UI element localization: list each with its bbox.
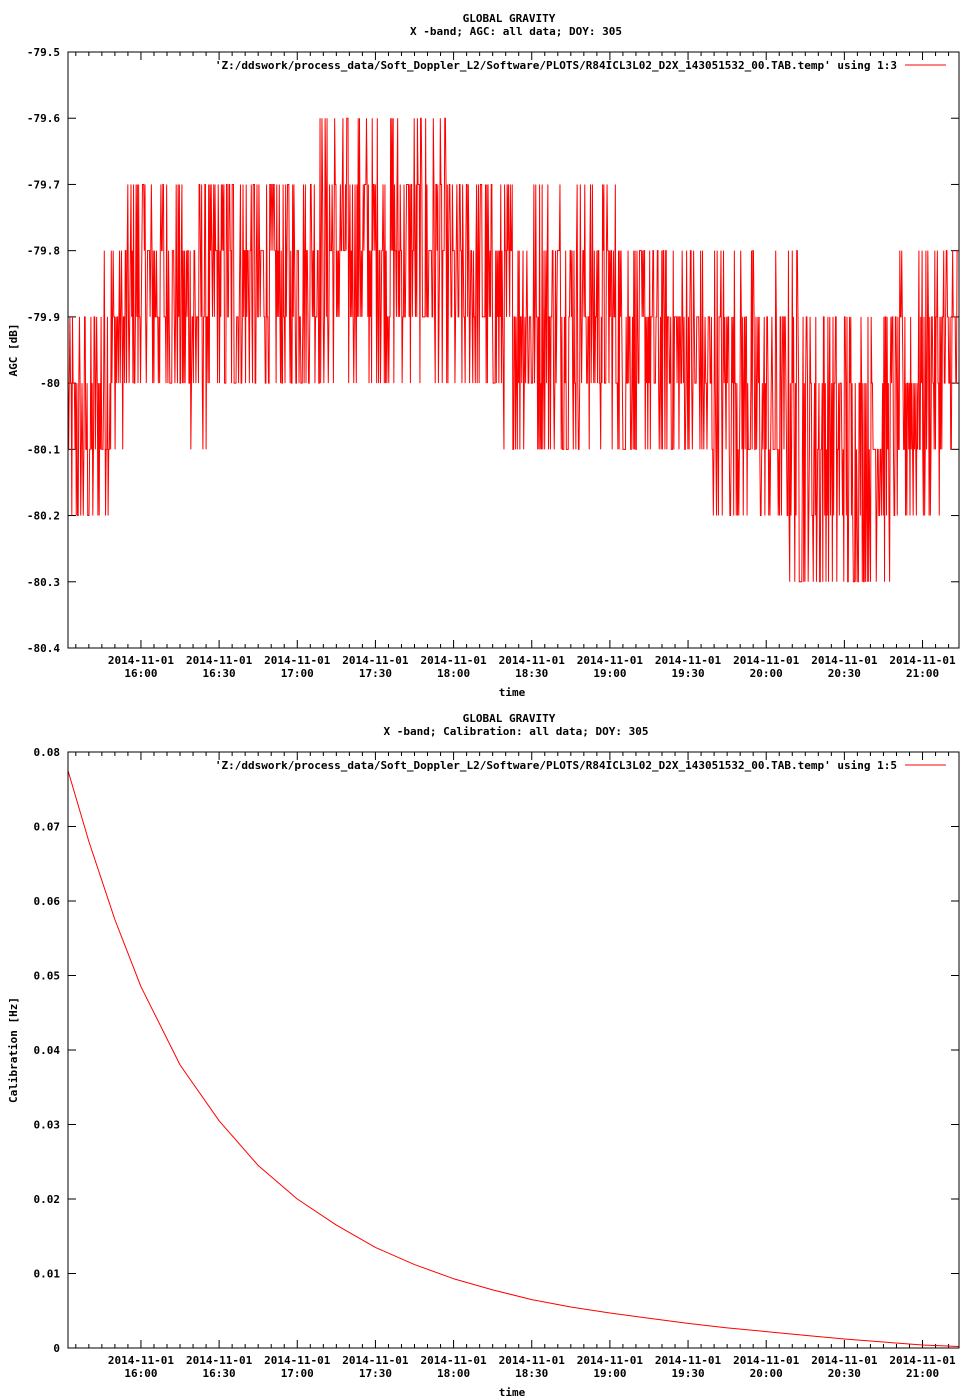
x-tick-time-label: 21:00 bbox=[906, 667, 939, 680]
x-tick-date-label: 2014-11-01 bbox=[264, 654, 331, 667]
x-tick-date-label: 2014-11-01 bbox=[733, 654, 800, 667]
x-tick-date-label: 2014-11-01 bbox=[499, 1354, 566, 1367]
y-tick-label: -79.5 bbox=[27, 46, 60, 59]
y-tick-label: -80.4 bbox=[27, 642, 60, 655]
x-tick-date-label: 2014-11-01 bbox=[342, 654, 409, 667]
x-tick-date-label: 2014-11-01 bbox=[264, 1354, 331, 1367]
x-tick-date-label: 2014-11-01 bbox=[108, 1354, 175, 1367]
x-tick-date-label: 2014-11-01 bbox=[186, 654, 253, 667]
y-tick-label: -80 bbox=[40, 377, 60, 390]
x-tick-date-label: 2014-11-01 bbox=[420, 654, 487, 667]
series-line bbox=[67, 117, 959, 583]
y-tick-label: 0.03 bbox=[34, 1119, 61, 1132]
x-tick-date-label: 2014-11-01 bbox=[733, 1354, 800, 1367]
x-tick-time-label: 19:30 bbox=[671, 1367, 704, 1380]
x-tick-date-label: 2014-11-01 bbox=[108, 654, 175, 667]
x-tick-time-label: 19:30 bbox=[671, 667, 704, 680]
x-tick-date-label: 2014-11-01 bbox=[811, 1354, 878, 1367]
y-tick-label: -80.3 bbox=[27, 576, 60, 589]
plot-frame bbox=[67, 751, 960, 1349]
x-axis-label: time bbox=[499, 686, 526, 699]
x-tick-time-label: 20:30 bbox=[828, 1367, 861, 1380]
y-tick-label: -79.7 bbox=[27, 178, 60, 191]
y-tick-label: -79.8 bbox=[27, 245, 60, 258]
x-tick-date-label: 2014-11-01 bbox=[655, 1354, 722, 1367]
legend-label: 'Z:/ddswork/process_data/Soft_Doppler_L2… bbox=[215, 759, 897, 772]
x-tick-time-label: 16:30 bbox=[203, 667, 236, 680]
calibration-chart: GLOBAL GRAVITY X -band; Calibration: all… bbox=[7, 712, 960, 1399]
x-tick-time-label: 17:30 bbox=[359, 1367, 392, 1380]
x-tick-time-label: 17:00 bbox=[281, 667, 314, 680]
y-tick-label: 0.07 bbox=[34, 821, 61, 834]
x-tick-date-label: 2014-11-01 bbox=[420, 1354, 487, 1367]
x-tick-date-label: 2014-11-01 bbox=[577, 1354, 644, 1367]
y-tick-label: 0.05 bbox=[34, 970, 61, 983]
y-tick-label: 0.04 bbox=[34, 1044, 61, 1057]
y-tick-label: 0.08 bbox=[34, 746, 61, 759]
y-axis-label: Calibration [Hz] bbox=[7, 997, 20, 1103]
x-tick-date-label: 2014-11-01 bbox=[186, 1354, 253, 1367]
y-tick-label: -80.2 bbox=[27, 510, 60, 523]
x-tick-time-label: 20:00 bbox=[750, 667, 783, 680]
y-tick-label: -79.9 bbox=[27, 311, 60, 324]
x-tick-date-label: 2014-11-01 bbox=[577, 654, 644, 667]
chart-title: GLOBAL GRAVITY bbox=[463, 712, 556, 725]
y-tick-label: 0 bbox=[53, 1342, 60, 1355]
x-tick-time-label: 20:30 bbox=[828, 667, 861, 680]
x-tick-date-label: 2014-11-01 bbox=[889, 1354, 956, 1367]
agc-chart: GLOBAL GRAVITY X -band; AGC: all data; D… bbox=[7, 12, 960, 699]
y-tick-label: 0.02 bbox=[34, 1193, 61, 1206]
x-tick-time-label: 21:00 bbox=[906, 1367, 939, 1380]
chart-title: GLOBAL GRAVITY bbox=[463, 12, 556, 25]
x-tick-date-label: 2014-11-01 bbox=[811, 654, 878, 667]
x-tick-date-label: 2014-11-01 bbox=[889, 654, 956, 667]
series-line bbox=[67, 770, 960, 1348]
y-tick-label: 0.01 bbox=[34, 1268, 61, 1281]
chart-subtitle: X -band; AGC: all data; DOY: 305 bbox=[410, 25, 622, 38]
y-tick-label: -80.1 bbox=[27, 443, 60, 456]
y-axis-label: AGC [dB] bbox=[7, 324, 20, 377]
y-tick-label: -79.6 bbox=[27, 112, 60, 125]
legend-label: 'Z:/ddswork/process_data/Soft_Doppler_L2… bbox=[215, 59, 897, 72]
x-tick-time-label: 18:30 bbox=[515, 667, 548, 680]
x-tick-date-label: 2014-11-01 bbox=[499, 654, 566, 667]
x-tick-time-label: 17:00 bbox=[281, 1367, 314, 1380]
x-tick-time-label: 19:00 bbox=[593, 1367, 626, 1380]
x-tick-time-label: 16:30 bbox=[203, 1367, 236, 1380]
x-tick-date-label: 2014-11-01 bbox=[342, 1354, 409, 1367]
x-tick-time-label: 16:00 bbox=[124, 1367, 157, 1380]
x-tick-time-label: 16:00 bbox=[124, 667, 157, 680]
x-tick-time-label: 20:00 bbox=[750, 1367, 783, 1380]
x-tick-date-label: 2014-11-01 bbox=[655, 654, 722, 667]
plot-frame bbox=[67, 51, 960, 649]
x-axis-label: time bbox=[499, 1386, 526, 1399]
x-tick-time-label: 18:30 bbox=[515, 1367, 548, 1380]
x-tick-time-label: 18:00 bbox=[437, 667, 470, 680]
x-tick-time-label: 19:00 bbox=[593, 667, 626, 680]
x-tick-time-label: 17:30 bbox=[359, 667, 392, 680]
y-tick-label: 0.06 bbox=[34, 895, 61, 908]
x-tick-time-label: 18:00 bbox=[437, 1367, 470, 1380]
chart-subtitle: X -band; Calibration: all data; DOY: 305 bbox=[384, 725, 649, 738]
